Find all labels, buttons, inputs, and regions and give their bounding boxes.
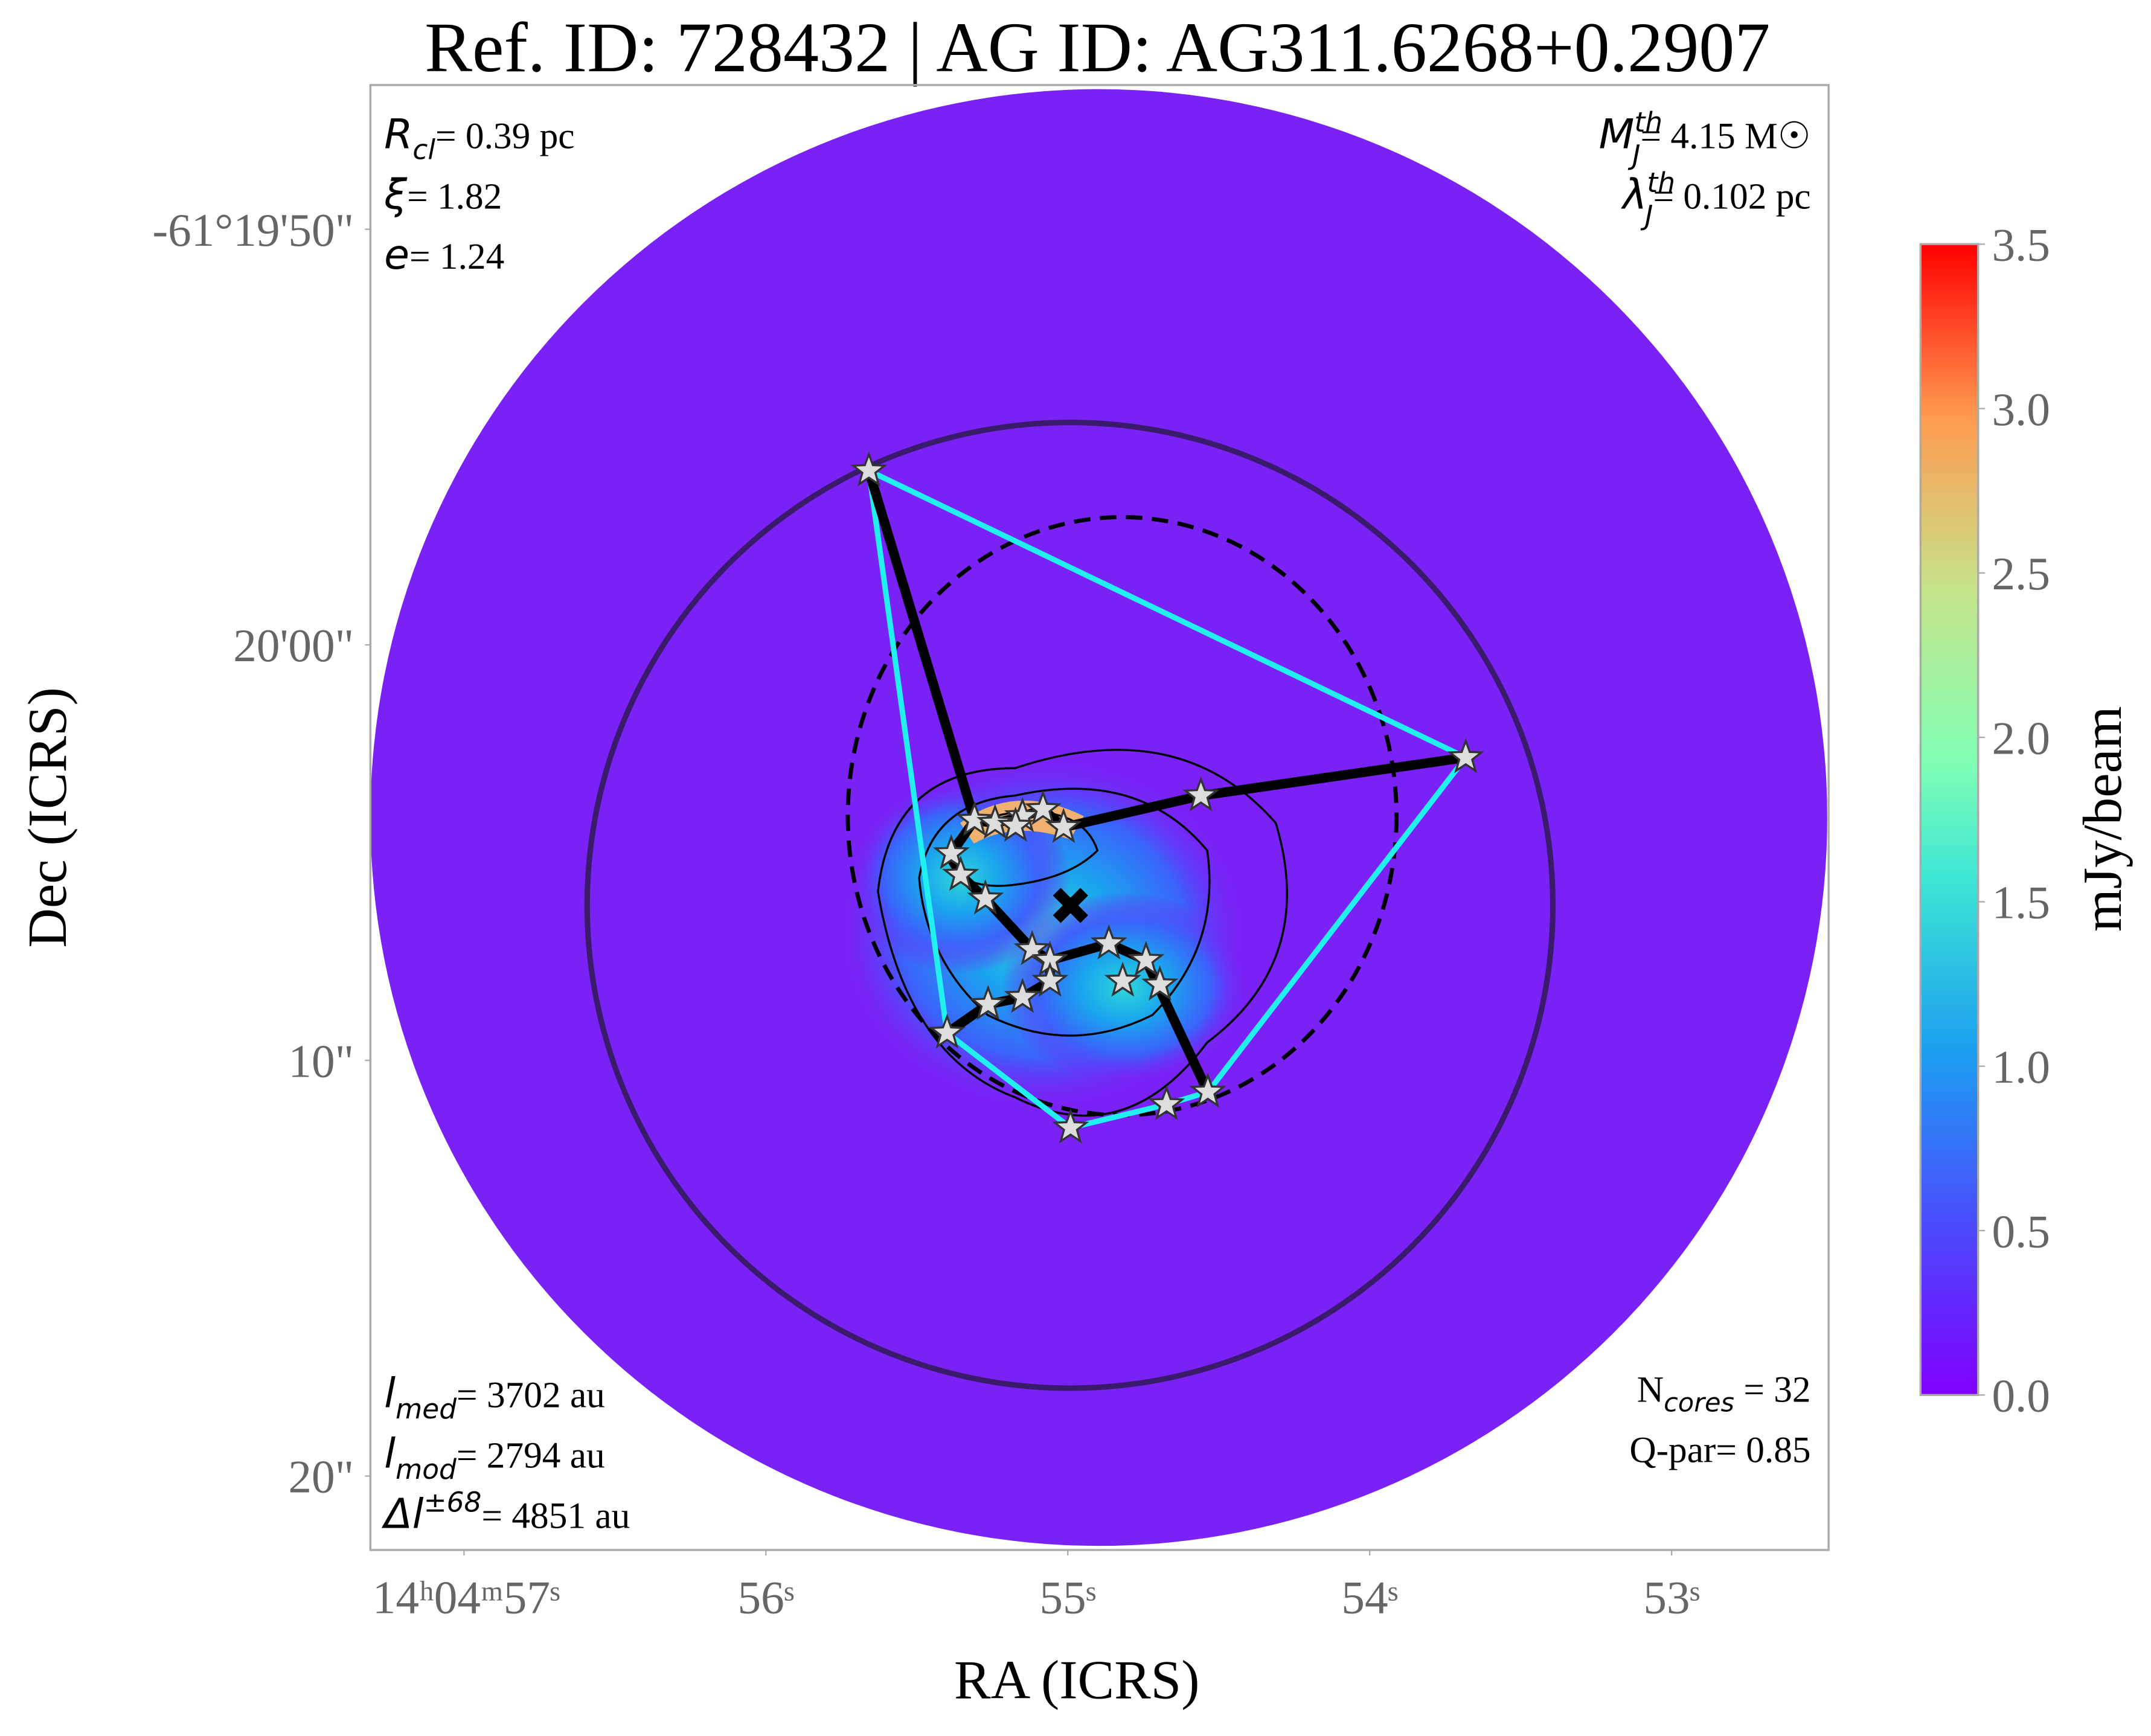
x-tick-label: 55ˢ	[1039, 1571, 1096, 1623]
core	[1004, 978, 1041, 1013]
title: Ref. ID: 728432 | AG ID: AG311.6268+0.29…	[425, 8, 1770, 87]
contour	[877, 749, 1288, 1117]
colorbar-tick-label: 2.0	[1992, 712, 2050, 764]
annotation-part: = 1.24	[409, 236, 504, 277]
annotation-part: = 3702 au	[457, 1375, 605, 1416]
map	[370, 89, 1827, 1546]
contour	[918, 787, 1211, 1037]
y-tick-label: -61°19'50"	[152, 204, 354, 256]
core	[1024, 790, 1062, 825]
colorbar-label: mJy/beam	[2072, 706, 2133, 931]
annotation: Q-par= 0.85	[1629, 1430, 1810, 1471]
annotation-part: th	[1634, 106, 1662, 138]
annotation: lmed= 3702 au	[384, 1370, 605, 1425]
annotation-part: th	[1647, 167, 1675, 199]
core	[942, 856, 979, 891]
y-tick-label: 20"	[288, 1451, 354, 1503]
y-tick-label: 10"	[288, 1035, 354, 1087]
annotation: Δl±68= 4851 au	[381, 1486, 630, 1538]
core	[1031, 961, 1069, 997]
cluster-circle	[584, 420, 1556, 1391]
annotation-part: N	[1637, 1369, 1664, 1411]
core	[1104, 961, 1141, 997]
core	[1447, 738, 1484, 774]
annotation-part: ξ	[383, 171, 408, 219]
core	[1090, 924, 1127, 959]
colorbar-tick-label: 3.0	[1992, 383, 2050, 435]
colorbar-tick-label: 1.5	[1992, 877, 2050, 929]
core	[997, 806, 1034, 842]
annotation-part: e	[384, 231, 409, 279]
core	[969, 985, 1007, 1020]
annotation-part: med	[396, 1393, 457, 1425]
annotation-part: R	[384, 111, 412, 158]
mst-edge	[1059, 790, 1206, 833]
colorbar-tick-label: 0.0	[1992, 1370, 2050, 1422]
core	[1013, 930, 1051, 966]
annotation-part: l	[384, 1370, 396, 1418]
core	[1141, 965, 1179, 1001]
core	[1045, 807, 1082, 844]
x-tick-label: 54ˢ	[1341, 1571, 1398, 1623]
annotation-part: cl	[412, 134, 435, 166]
core	[1189, 1072, 1226, 1108]
colorbar-tick-label: 3.5	[1992, 219, 2050, 271]
core	[1182, 776, 1220, 812]
core	[967, 879, 1004, 915]
mst-edge	[864, 466, 979, 825]
colorbar-tick-label: 1.0	[1992, 1041, 2050, 1093]
core	[928, 1013, 966, 1049]
core	[850, 451, 888, 487]
annotation-part: l	[384, 1430, 396, 1478]
annotation-part: = 4851 au	[481, 1496, 630, 1537]
x-tick-label: 53ˢ	[1643, 1571, 1700, 1623]
annotation-part: = 0.102 pc	[1653, 176, 1810, 217]
annotation-part: Δl	[381, 1491, 424, 1539]
core	[1127, 941, 1165, 976]
annotation: Mth J= 4.15 M☉	[1599, 106, 1811, 171]
colorbar-tick-label: 2.5	[1992, 548, 2050, 600]
annotation-part: = 2794 au	[457, 1435, 605, 1476]
annotation: Ncores = 32	[1637, 1369, 1811, 1418]
core	[1148, 1084, 1185, 1121]
annotation-part: = 4.15 M☉	[1641, 115, 1811, 156]
annotation-part: λ	[1621, 171, 1647, 219]
mst-edge	[1196, 752, 1471, 801]
core	[1052, 1108, 1089, 1144]
y-label: Dec (ICRS)	[17, 687, 78, 948]
annotation: λth J= 0.102 pc	[1621, 167, 1810, 232]
annotation-part: ±68	[424, 1486, 482, 1518]
annotation-part: = 32	[1734, 1369, 1811, 1411]
core	[932, 834, 970, 870]
center-marker	[1053, 888, 1088, 923]
annotation-part: M	[1599, 111, 1635, 158]
y-tick-label: 20'00"	[233, 620, 354, 671]
annotation-part: mod	[396, 1453, 457, 1485]
annotation: ξ= 1.82	[383, 171, 502, 219]
annotation-part: = 1.82	[407, 176, 502, 217]
x-label: RA (ICRS)	[954, 1649, 1199, 1710]
frame	[369, 84, 1830, 1551]
annotation: Rcl= 0.39 pc	[384, 111, 574, 165]
annotation-part: = 0.39 pc	[435, 115, 574, 156]
colorbar	[1919, 243, 1979, 1396]
x-tick-label: 56ˢ	[737, 1571, 794, 1623]
annotation: e= 1.24	[384, 231, 504, 279]
annotation-part: cores	[1664, 1388, 1734, 1418]
colorbar-tick-label: 0.5	[1992, 1205, 2050, 1257]
x-tick-label: 14ʰ04ᵐ57ˢ	[373, 1571, 560, 1623]
core	[956, 801, 993, 836]
core	[976, 804, 1014, 839]
annotation: lmod= 2794 au	[384, 1430, 605, 1485]
